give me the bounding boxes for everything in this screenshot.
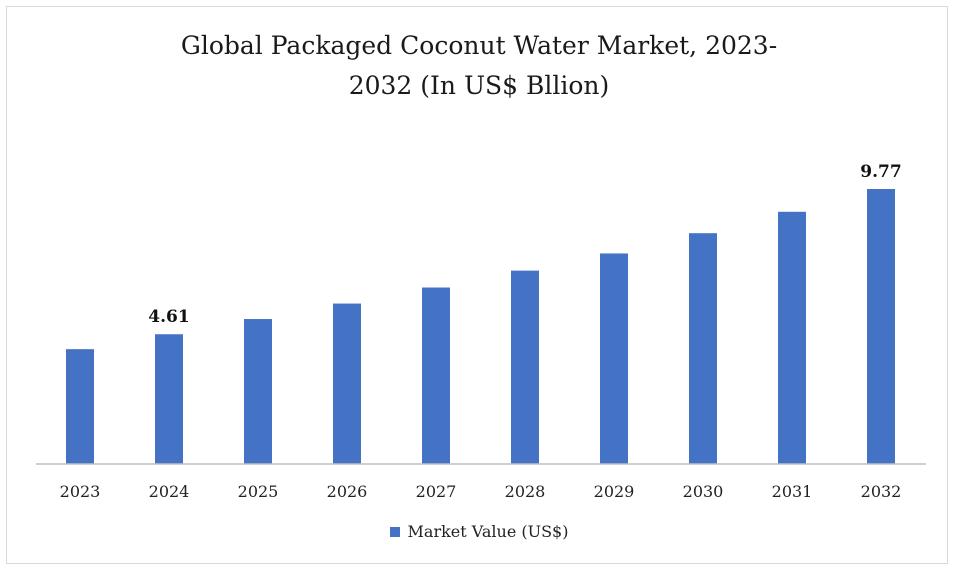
x-tick-2031: 2031 — [772, 482, 813, 501]
x-tick-labels: 2023 2024 2025 2026 2027 2028 2029 2030 2031 2032 — [60, 482, 902, 501]
bar-2031 — [778, 211, 806, 464]
chart-title: Global Packaged Coconut Water Market, 20… — [0, 26, 958, 106]
x-tick-2029: 2029 — [594, 482, 635, 501]
x-tick-2024: 2024 — [149, 482, 190, 501]
data-label-2024: 4.61 — [148, 307, 189, 327]
bar-2023 — [66, 349, 94, 464]
x-tick-2030: 2030 — [683, 482, 724, 501]
data-label-2032: 9.77 — [860, 162, 901, 182]
x-tick-2032: 2032 — [861, 482, 902, 501]
legend: Market Value (US$) — [0, 522, 958, 541]
x-tick-2026: 2026 — [327, 482, 368, 501]
bars-group — [66, 189, 895, 464]
data-labels: 4.61 9.77 — [148, 162, 901, 327]
bar-2024 — [155, 334, 183, 464]
legend-swatch — [389, 526, 400, 537]
chart-title-line-1: Global Packaged Coconut Water Market, 20… — [180, 31, 778, 60]
bar-2030 — [689, 233, 717, 464]
bar-2028 — [511, 270, 539, 464]
bar-2032 — [867, 189, 895, 464]
bar-2027 — [422, 287, 450, 464]
x-tick-2028: 2028 — [505, 482, 546, 501]
chart-title-line-2: 2032 (In US$ Bllion) — [348, 71, 610, 100]
legend-label: Market Value (US$) — [407, 522, 569, 541]
x-tick-2023: 2023 — [60, 482, 101, 501]
x-tick-2027: 2027 — [416, 482, 457, 501]
x-tick-2025: 2025 — [238, 482, 279, 501]
bar-2026 — [333, 303, 361, 464]
bar-2025 — [244, 319, 272, 464]
bar-2029 — [600, 253, 628, 464]
